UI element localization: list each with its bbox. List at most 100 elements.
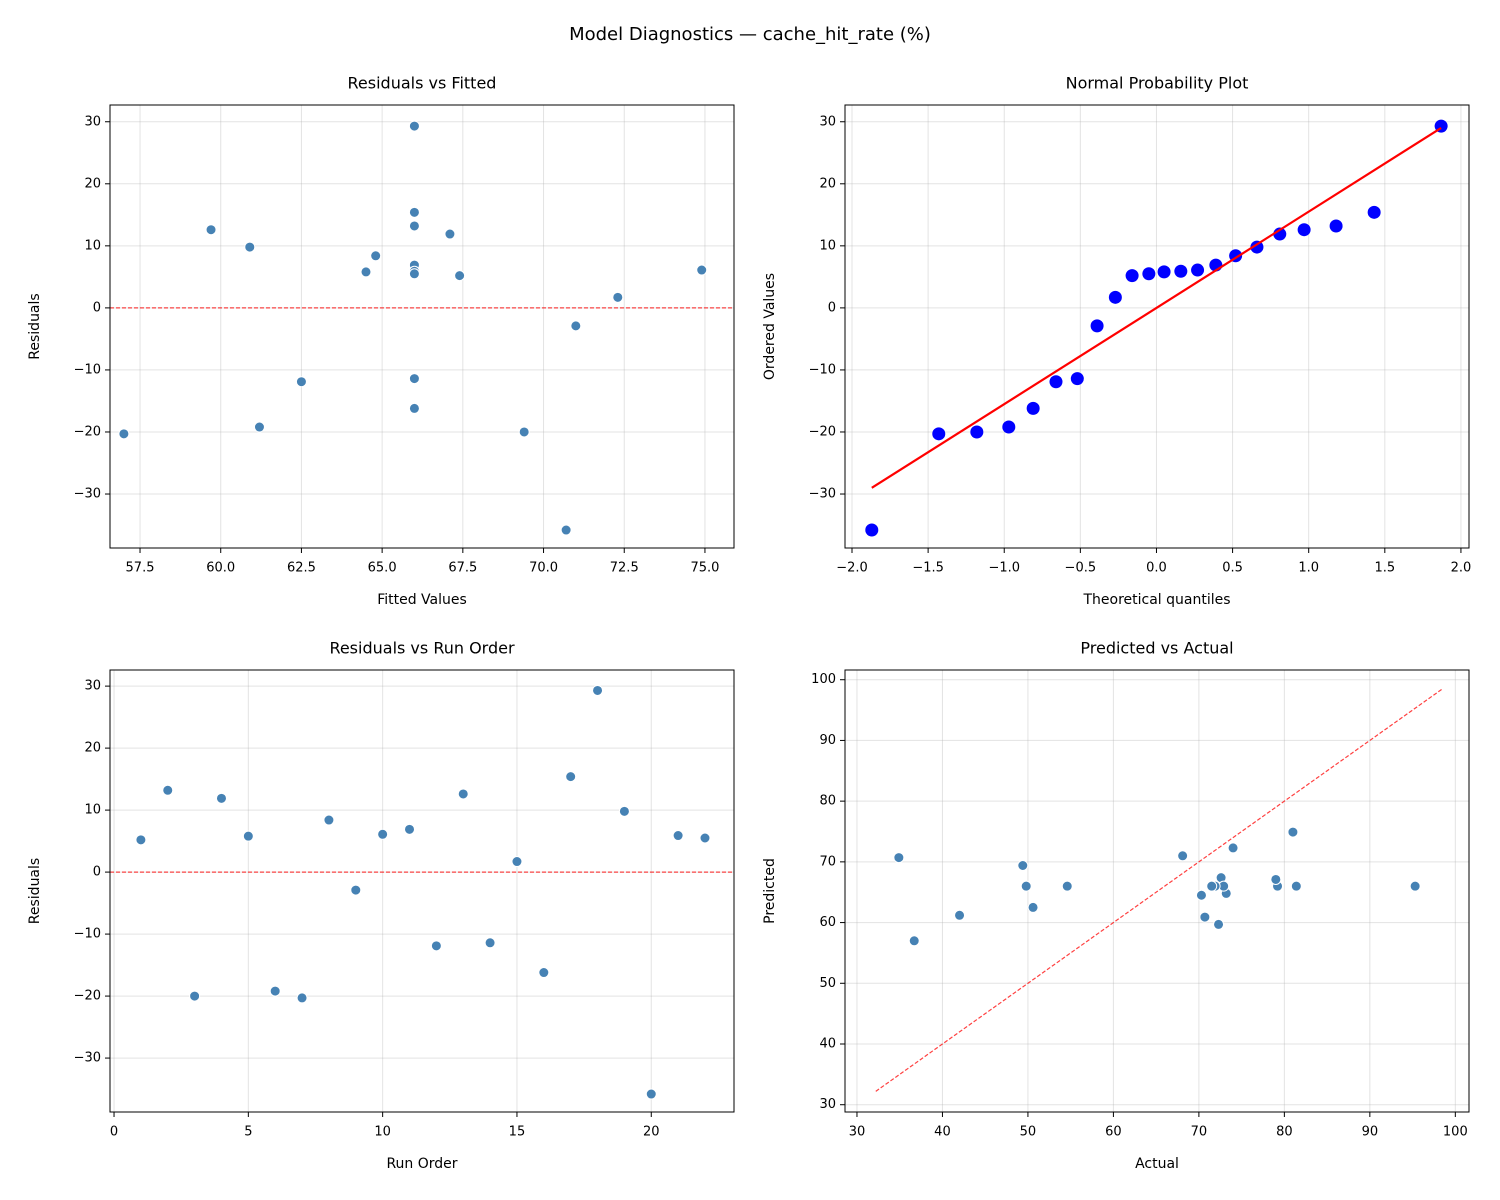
y-tick-label: 10 — [819, 238, 836, 253]
x-tick-label: 100 — [1443, 1125, 1468, 1140]
x-tick-label: 40 — [934, 1125, 951, 1140]
y-tick-label: −30 — [74, 487, 101, 502]
y-tick-label: 100 — [811, 672, 836, 687]
point — [612, 291, 624, 303]
x-tick-label: −0.5 — [1065, 561, 1097, 576]
point — [408, 206, 420, 218]
point — [1017, 860, 1029, 871]
y-tick-label: −20 — [74, 989, 101, 1004]
y-tick-label: 50 — [819, 976, 836, 991]
x-tick-label: 57.5 — [126, 561, 155, 576]
point — [1157, 265, 1171, 279]
point — [244, 241, 256, 253]
y-tick-label: 30 — [84, 114, 101, 129]
point — [205, 224, 217, 236]
point — [323, 814, 335, 826]
point — [242, 830, 254, 842]
point — [592, 684, 604, 696]
x-tick-label: 70.0 — [529, 561, 558, 576]
point — [908, 935, 920, 947]
point — [865, 523, 879, 537]
point — [1409, 880, 1421, 892]
y-tick-label: −10 — [74, 927, 101, 942]
point — [1227, 842, 1239, 854]
x-tick-label: 1.5 — [1374, 561, 1395, 576]
x-tick-label: 15 — [509, 1125, 526, 1140]
x-tick-label: 0 — [110, 1125, 118, 1140]
y-tick-label: 10 — [84, 803, 101, 818]
point — [1142, 267, 1156, 281]
point — [404, 823, 416, 835]
point — [511, 856, 523, 868]
point — [135, 834, 147, 846]
y-tick-label: 30 — [819, 1097, 836, 1112]
x-tick-label: 30 — [849, 1125, 866, 1140]
y-axis-label: Residuals — [27, 858, 43, 924]
point — [645, 1088, 657, 1100]
point — [215, 792, 227, 804]
subplot: Residuals vs Fitted Fitted Values Residual… — [27, 74, 735, 608]
x-tick-label: 62.5 — [287, 561, 316, 576]
x-tick-label: 5 — [244, 1125, 252, 1140]
point — [1287, 826, 1299, 838]
point — [484, 937, 496, 949]
point — [1061, 880, 1073, 892]
x-axis-label: Fitted Values — [377, 592, 467, 608]
point — [954, 909, 966, 921]
point — [1213, 918, 1225, 930]
y-tick-label: 60 — [819, 915, 836, 930]
y-tick-label: 20 — [84, 176, 101, 191]
point — [457, 788, 469, 800]
y-axis-label: Predicted — [762, 858, 778, 924]
x-tick-label: −2.0 — [836, 561, 868, 576]
x-tick-label: 10 — [374, 1125, 391, 1140]
point — [269, 985, 281, 997]
point — [1329, 219, 1343, 233]
y-tick-label: 30 — [819, 114, 836, 129]
x-tick-label: 20 — [643, 1125, 660, 1140]
y-tick-label: 70 — [819, 854, 836, 869]
axes-frame — [109, 104, 735, 549]
x-tick-label: 67.5 — [448, 561, 477, 576]
point — [1049, 375, 1063, 389]
subplot-title: Residuals vs Run Order — [329, 639, 515, 658]
x-tick-label: 2.0 — [1451, 561, 1472, 576]
y-axis-label: Residuals — [27, 293, 43, 359]
point — [1125, 269, 1139, 283]
point — [360, 266, 372, 278]
x-tick-label: 0.5 — [1222, 561, 1243, 576]
point — [118, 428, 130, 440]
x-tick-label: 90 — [1362, 1125, 1379, 1140]
x-axis-label: Actual — [1135, 1156, 1179, 1172]
y-axis-label: Ordered Values — [762, 273, 778, 380]
point — [1020, 880, 1032, 892]
y-tick-label: −10 — [809, 362, 836, 377]
axes-frame — [109, 669, 735, 1113]
point — [430, 940, 442, 952]
y-tick-label: 0 — [828, 300, 836, 315]
point — [538, 967, 550, 979]
axes-frame — [844, 104, 1470, 549]
y-tick-label: 0 — [93, 865, 101, 880]
axes-frame — [844, 669, 1470, 1113]
y-tick-label: 0 — [93, 300, 101, 315]
point — [560, 524, 572, 536]
point — [1250, 240, 1264, 254]
point — [932, 427, 946, 441]
point — [672, 830, 684, 842]
point — [1177, 850, 1189, 862]
y-tick-label: 80 — [819, 794, 836, 809]
point — [1191, 263, 1205, 277]
x-tick-label: −1.5 — [912, 561, 944, 576]
point — [408, 402, 420, 414]
point — [162, 784, 174, 796]
point — [253, 421, 265, 433]
y-tick-label: 90 — [819, 733, 836, 748]
x-tick-label: 75.0 — [690, 561, 719, 576]
subplot-title: Residuals vs Fitted — [348, 74, 497, 93]
point — [408, 373, 420, 385]
subplot: Normal Probability Plot Theoretical quant… — [762, 74, 1471, 609]
y-tick-label: 20 — [84, 741, 101, 756]
